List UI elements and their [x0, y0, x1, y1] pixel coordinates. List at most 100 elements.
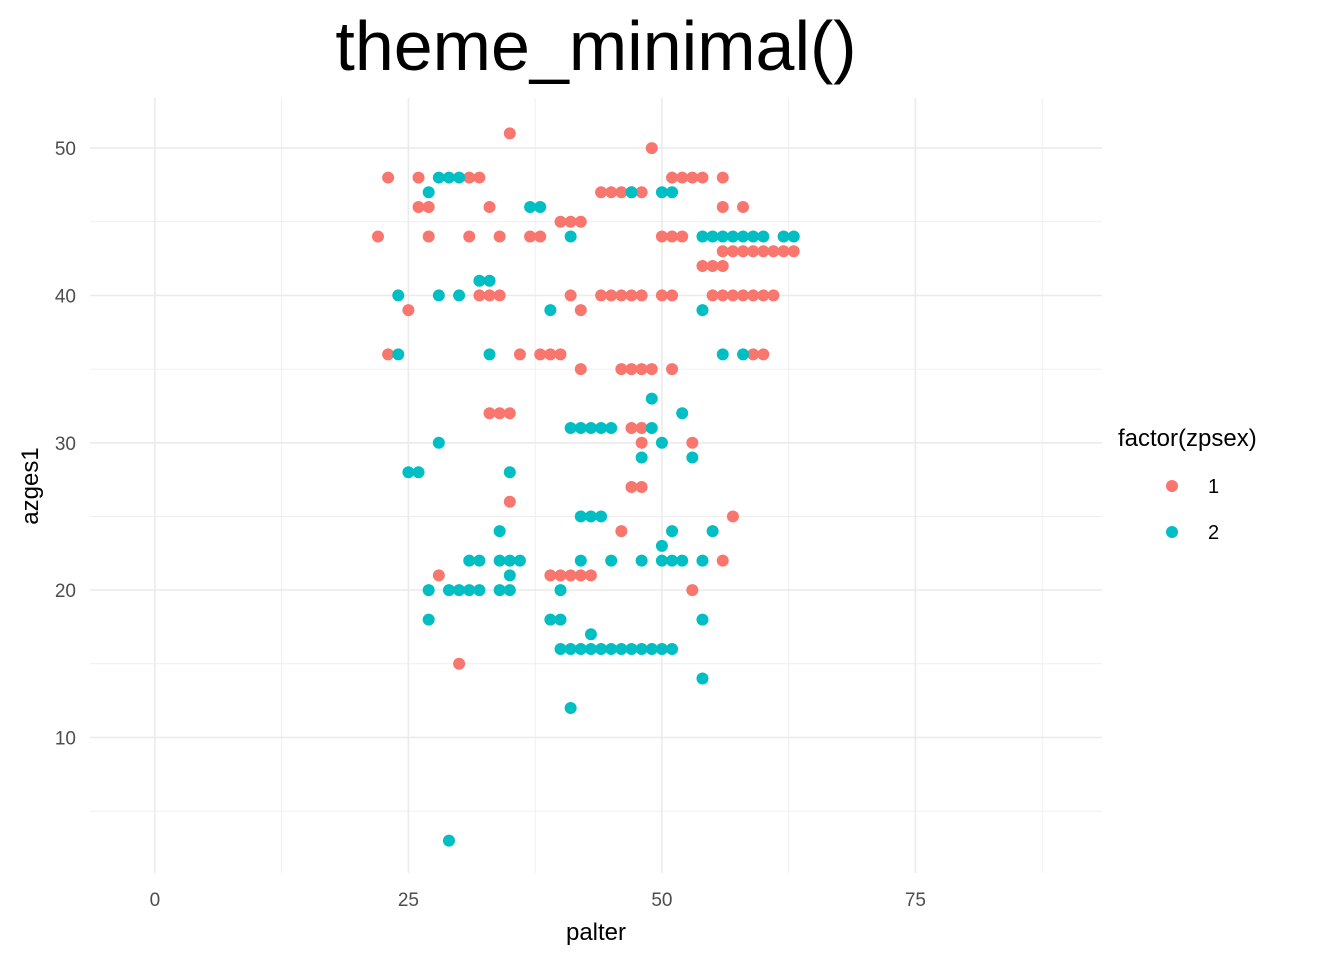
- data-point-series-1: [473, 171, 486, 184]
- data-point-series-2: [422, 186, 435, 199]
- data-point-series-2: [655, 186, 668, 199]
- x-tick-label: 50: [651, 890, 672, 911]
- data-point-series-1: [483, 289, 496, 302]
- data-point-series-2: [473, 554, 486, 567]
- data-point-series-2: [635, 451, 648, 464]
- data-point-series-2: [696, 613, 709, 626]
- data-point-series-2: [402, 466, 415, 479]
- data-point-series-1: [655, 289, 668, 302]
- data-point-series-2: [655, 539, 668, 552]
- data-point-series-2: [574, 510, 587, 523]
- data-point-series-1: [645, 363, 658, 376]
- data-point-series-2: [432, 171, 445, 184]
- data-point-series-1: [686, 584, 699, 597]
- data-point-series-1: [564, 569, 577, 582]
- data-point-series-1: [716, 554, 729, 567]
- data-point-series-2: [503, 569, 516, 582]
- data-point-series-2: [392, 348, 405, 361]
- data-point-series-2: [787, 230, 800, 243]
- data-point-series-2: [574, 422, 587, 435]
- data-point-series-1: [412, 171, 425, 184]
- data-point-series-1: [787, 245, 800, 258]
- grid-lines: [90, 98, 1102, 873]
- data-point-series-2: [676, 407, 689, 420]
- data-point-series-1: [605, 186, 618, 199]
- data-point-series-2: [503, 584, 516, 597]
- data-point-series-2: [493, 525, 506, 538]
- data-point-series-2: [544, 304, 557, 317]
- data-point-series-2: [595, 510, 608, 523]
- data-point-series-2: [655, 643, 668, 656]
- data-point-series-1: [453, 657, 466, 670]
- data-point-series-2: [635, 643, 648, 656]
- data-point-series-2: [564, 230, 577, 243]
- data-point-series-1: [625, 480, 638, 493]
- data-point-series-1: [574, 569, 587, 582]
- data-point-series-1: [747, 348, 760, 361]
- data-point-series-2: [676, 554, 689, 567]
- data-point-series-1: [574, 304, 587, 317]
- data-point-series-2: [463, 554, 476, 567]
- data-point-series-2: [574, 643, 587, 656]
- data-point-series-1: [635, 363, 648, 376]
- data-point-series-1: [463, 230, 476, 243]
- data-point-series-1: [483, 201, 496, 214]
- data-points: [371, 127, 800, 847]
- data-point-series-1: [676, 171, 689, 184]
- x-tick-labels: 0 25 50 75: [150, 890, 926, 911]
- data-point-series-1: [564, 289, 577, 302]
- legend-title: factor(zpsex): [1118, 425, 1257, 452]
- data-point-series-2: [584, 422, 597, 435]
- data-point-series-2: [463, 584, 476, 597]
- data-point-series-1: [726, 245, 739, 258]
- data-point-series-1: [726, 510, 739, 523]
- data-point-series-2: [605, 643, 618, 656]
- data-point-series-1: [554, 348, 567, 361]
- data-point-series-1: [706, 259, 719, 272]
- data-point-series-1: [655, 230, 668, 243]
- data-point-series-2: [483, 274, 496, 287]
- y-tick-label: 10: [55, 728, 76, 749]
- data-point-series-1: [473, 289, 486, 302]
- x-tick-label: 75: [905, 890, 926, 911]
- data-point-series-2: [696, 554, 709, 567]
- data-point-series-2: [696, 672, 709, 685]
- data-point-series-2: [442, 834, 455, 847]
- data-point-series-1: [422, 230, 435, 243]
- data-point-series-1: [706, 289, 719, 302]
- x-tick-label: 0: [150, 890, 161, 911]
- data-point-series-2: [635, 554, 648, 567]
- x-axis-label: palter: [566, 919, 626, 946]
- y-tick-labels: 10 20 30 40 50: [55, 139, 76, 749]
- data-point-series-2: [625, 186, 638, 199]
- data-point-series-1: [686, 436, 699, 449]
- data-point-series-2: [392, 289, 405, 302]
- data-point-series-1: [503, 127, 516, 140]
- data-point-series-2: [666, 643, 679, 656]
- data-point-series-2: [584, 643, 597, 656]
- legend-label-1: 1: [1208, 476, 1219, 498]
- data-point-series-1: [676, 230, 689, 243]
- data-point-series-1: [615, 525, 628, 538]
- data-point-series-1: [544, 569, 557, 582]
- data-point-series-1: [666, 230, 679, 243]
- data-point-series-2: [412, 466, 425, 479]
- data-point-series-2: [737, 348, 750, 361]
- data-point-series-1: [696, 259, 709, 272]
- data-point-series-2: [432, 436, 445, 449]
- data-point-series-2: [655, 554, 668, 567]
- data-point-series-1: [493, 289, 506, 302]
- data-point-series-2: [513, 554, 526, 567]
- data-point-series-1: [615, 363, 628, 376]
- y-tick-label: 30: [55, 434, 76, 455]
- data-point-series-1: [666, 171, 679, 184]
- data-point-series-1: [595, 186, 608, 199]
- data-point-series-2: [716, 348, 729, 361]
- data-point-series-2: [544, 613, 557, 626]
- data-point-series-1: [615, 289, 628, 302]
- y-tick-label: 20: [55, 581, 76, 602]
- data-point-series-2: [625, 643, 638, 656]
- data-point-series-2: [666, 525, 679, 538]
- data-point-series-1: [534, 348, 547, 361]
